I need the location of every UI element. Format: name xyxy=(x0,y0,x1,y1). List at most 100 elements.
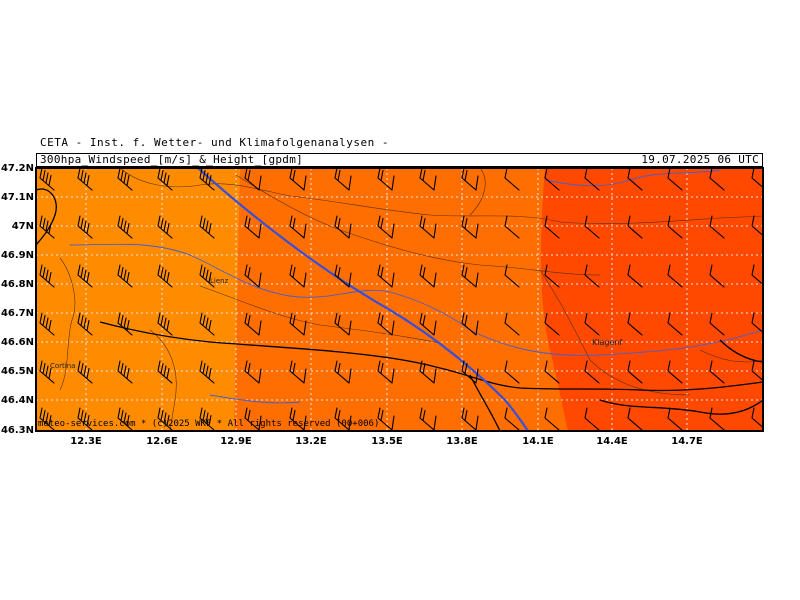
wind-barb-2-17 xyxy=(751,264,763,286)
wind-barb-5-8 xyxy=(377,407,395,431)
copyright-footer: meteo-services.com * (c)2025 WKF * All r… xyxy=(38,419,380,429)
wind-barb-1-16 xyxy=(709,215,725,239)
wind-barb-2-4 xyxy=(199,264,215,288)
wind-barb-5-6 xyxy=(289,407,307,431)
wind-barb-2-10 xyxy=(461,264,479,288)
lon-label-7: 14.4E xyxy=(596,436,628,447)
wind-barb-4-16 xyxy=(709,360,725,384)
lat-label-8: 46.4N xyxy=(0,395,34,406)
wind-barb-3-12 xyxy=(544,312,560,336)
wind-barb-4-2 xyxy=(117,360,133,384)
wind-barb-1-6 xyxy=(289,215,307,239)
wind-barb-1-13 xyxy=(584,215,600,239)
wind-barb-0-15 xyxy=(667,168,683,191)
lon-label-2: 12.9E xyxy=(220,436,252,447)
wind-barb-4-0 xyxy=(39,360,55,384)
wind-barb-4-4 xyxy=(199,360,215,384)
wind-barb-2-9 xyxy=(419,264,437,288)
wind-barb-2-13 xyxy=(584,264,600,288)
wind-barb-0-10 xyxy=(461,168,479,191)
wind-barb-3-9 xyxy=(419,312,437,336)
map-title: 300hpa_Windspeed_[m/s]_&_Height_[gpdm] xyxy=(40,153,304,166)
wind-barb-3-8 xyxy=(377,312,395,336)
wind-barb-5-16 xyxy=(709,407,725,431)
wind-barb-2-8 xyxy=(377,264,395,288)
wind-barb-1-12 xyxy=(544,215,560,239)
wind-barb-2-12 xyxy=(544,264,560,288)
admin-borders xyxy=(59,168,763,431)
lon-label-0: 12.3E xyxy=(70,436,102,447)
wind-barb-0-1 xyxy=(77,168,93,191)
wind-barb-0-4 xyxy=(199,168,215,191)
wind-barb-1-1 xyxy=(77,215,93,239)
wind-barb-5-2 xyxy=(117,407,133,431)
trough-axis-line xyxy=(197,168,529,431)
wind-barb-1-10 xyxy=(461,215,479,239)
wind-barb-5-12 xyxy=(544,407,560,431)
wind-barb-4-17 xyxy=(751,360,763,382)
wind-barb-3-6 xyxy=(289,312,307,336)
wind-barb-0-17 xyxy=(751,168,763,189)
wind-barb-1-17 xyxy=(751,215,763,237)
lon-label-5: 13.8E xyxy=(446,436,478,447)
wind-barb-1-0 xyxy=(39,215,55,239)
wind-barb-5-3 xyxy=(157,407,173,431)
wind-barb-0-0 xyxy=(39,168,55,191)
wind-barb-0-14 xyxy=(627,168,643,191)
wind-barb-2-11 xyxy=(504,264,520,288)
wind-barb-5-10 xyxy=(461,407,479,431)
map-frame xyxy=(35,167,764,432)
lat-label-6: 46.6N xyxy=(0,337,34,348)
wind-barb-5-0 xyxy=(39,407,55,431)
wind-barb-0-8 xyxy=(377,168,395,191)
lat-label-5: 46.7N xyxy=(0,308,34,319)
place-label-lienz: Lienz xyxy=(210,277,229,285)
wind-barb-5-4 xyxy=(199,407,215,431)
wind-barb-4-9 xyxy=(419,360,437,384)
header-bar: 300hpa_Windspeed_[m/s]_&_Height_[gpdm] 1… xyxy=(36,153,763,167)
wind-barb-4-5 xyxy=(244,360,262,384)
lon-label-3: 13.2E xyxy=(295,436,327,447)
wind-barb-5-13 xyxy=(584,407,600,431)
wind-barb-0-9 xyxy=(419,168,437,191)
wind-barb-2-7 xyxy=(334,264,352,288)
wind-barb-3-5 xyxy=(244,312,262,336)
wind-barb-2-16 xyxy=(709,264,725,288)
wind-barb-0-7 xyxy=(334,168,352,191)
wind-barb-0-5 xyxy=(244,168,262,191)
lon-label-6: 14.1E xyxy=(522,436,554,447)
place-label-cortina: Cortina xyxy=(50,362,76,370)
lat-label-0: 47.2N xyxy=(0,163,34,174)
wind-barb-3-13 xyxy=(584,312,600,336)
wind-barb-2-14 xyxy=(627,264,643,288)
valid-datetime: 19.07.2025 06 UTC xyxy=(641,153,759,166)
wind-barb-4-13 xyxy=(584,360,600,384)
wind-barb-5-11 xyxy=(504,407,520,431)
wind-barb-4-3 xyxy=(157,360,173,384)
wind-barb-4-6 xyxy=(289,360,307,384)
wind-barb-0-2 xyxy=(117,168,133,191)
wind-barb-2-1 xyxy=(77,264,93,288)
wind-barb-3-2 xyxy=(117,312,133,336)
wind-barb-0-3 xyxy=(157,168,173,191)
lat-label-1: 47.1N xyxy=(0,192,34,203)
institute-title: CETA - Inst. f. Wetter- und Klimafolgena… xyxy=(40,136,390,149)
wind-barb-4-14 xyxy=(627,360,643,384)
wind-barb-5-17 xyxy=(751,407,763,429)
wind-barb-0-12 xyxy=(544,168,560,191)
wind-barb-4-1 xyxy=(77,360,93,384)
wind-barb-5-1 xyxy=(77,407,93,431)
wind-barb-5-5 xyxy=(244,407,262,431)
wind-barb-4-11 xyxy=(504,360,520,384)
wind-barb-2-6 xyxy=(289,264,307,288)
wind-barb-2-0 xyxy=(39,264,55,288)
wind-barb-4-10 xyxy=(461,360,479,384)
lat-label-3: 46.9N xyxy=(0,250,34,261)
wind-barb-1-14 xyxy=(627,215,643,239)
lon-label-1: 12.6E xyxy=(146,436,178,447)
wind-barb-5-14 xyxy=(627,407,643,431)
wind-barb-3-7 xyxy=(334,312,352,336)
wind-barb-5-7 xyxy=(334,407,352,431)
wind-barb-1-8 xyxy=(377,215,395,239)
wind-barb-2-3 xyxy=(157,264,173,288)
